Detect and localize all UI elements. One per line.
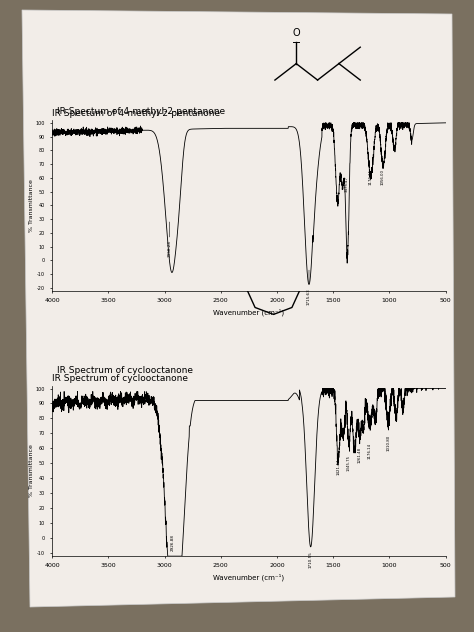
- X-axis label: Wavenumber (cm⁻¹): Wavenumber (cm⁻¹): [213, 308, 284, 316]
- Text: 1710.55: 1710.55: [309, 552, 313, 568]
- Text: 2926.88: 2926.88: [171, 533, 174, 550]
- Text: 1176.11: 1176.11: [369, 169, 373, 185]
- Text: 1176.14: 1176.14: [368, 443, 372, 459]
- Text: IR Spectrum of cyclooctanone: IR Spectrum of cyclooctanone: [52, 374, 188, 384]
- Text: 1010.80: 1010.80: [386, 435, 390, 451]
- Text: O: O: [292, 28, 300, 38]
- Text: IR Spectrum of cyclooctanone: IR Spectrum of cyclooctanone: [57, 366, 193, 375]
- Y-axis label: % Transmittance: % Transmittance: [29, 444, 35, 497]
- Y-axis label: % Transmittance: % Transmittance: [29, 179, 35, 232]
- Text: IR Spectum of 4-methyl-2-pentanone: IR Spectum of 4-methyl-2-pentanone: [52, 109, 220, 118]
- Text: IR Spectum of 4-methyl-2-pentanone: IR Spectum of 4-methyl-2-pentanone: [57, 107, 225, 116]
- Polygon shape: [22, 10, 455, 607]
- Text: 1261.48: 1261.48: [357, 447, 362, 463]
- Text: 1056.00: 1056.00: [381, 169, 384, 185]
- Text: O: O: [296, 259, 304, 269]
- Text: 1715.63: 1715.63: [307, 288, 311, 305]
- Text: 2958.28: 2958.28: [167, 240, 171, 257]
- Text: 1421.44: 1421.44: [336, 459, 340, 475]
- X-axis label: Wavenumber (cm⁻¹): Wavenumber (cm⁻¹): [213, 574, 284, 581]
- Text: 1345.75: 1345.75: [347, 455, 351, 471]
- Text: 3475.47: 3475.47: [345, 176, 349, 191]
